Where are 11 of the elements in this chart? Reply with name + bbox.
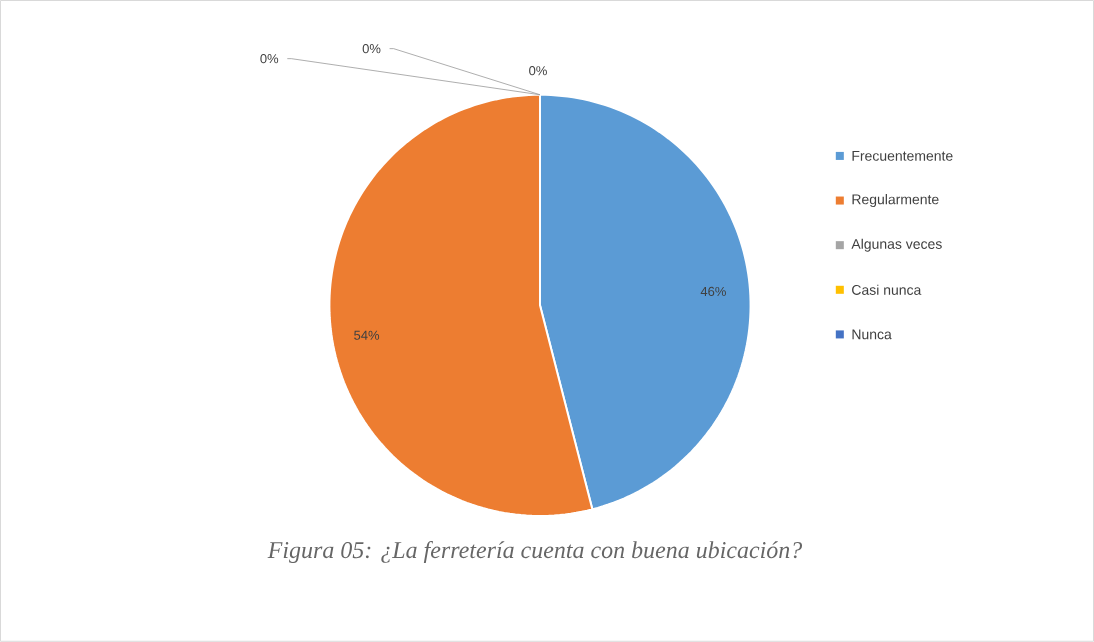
data-label: 46% [700,286,726,297]
legend-label: Nunca [852,329,892,340]
text: 0% [362,44,381,54]
legend-label: Frecuentemente [852,151,953,161]
text: Figura 05: ¿La ferretería cuenta con buena ubicación? [267,541,803,564]
text: 0% [260,54,279,64]
text: 0% [529,66,547,76]
data-label: 54% [354,330,380,340]
legend-label: Regularmente [852,194,939,208]
legend-label: Casi nunca [852,284,922,296]
legend-label: Algunas veces [851,238,942,252]
